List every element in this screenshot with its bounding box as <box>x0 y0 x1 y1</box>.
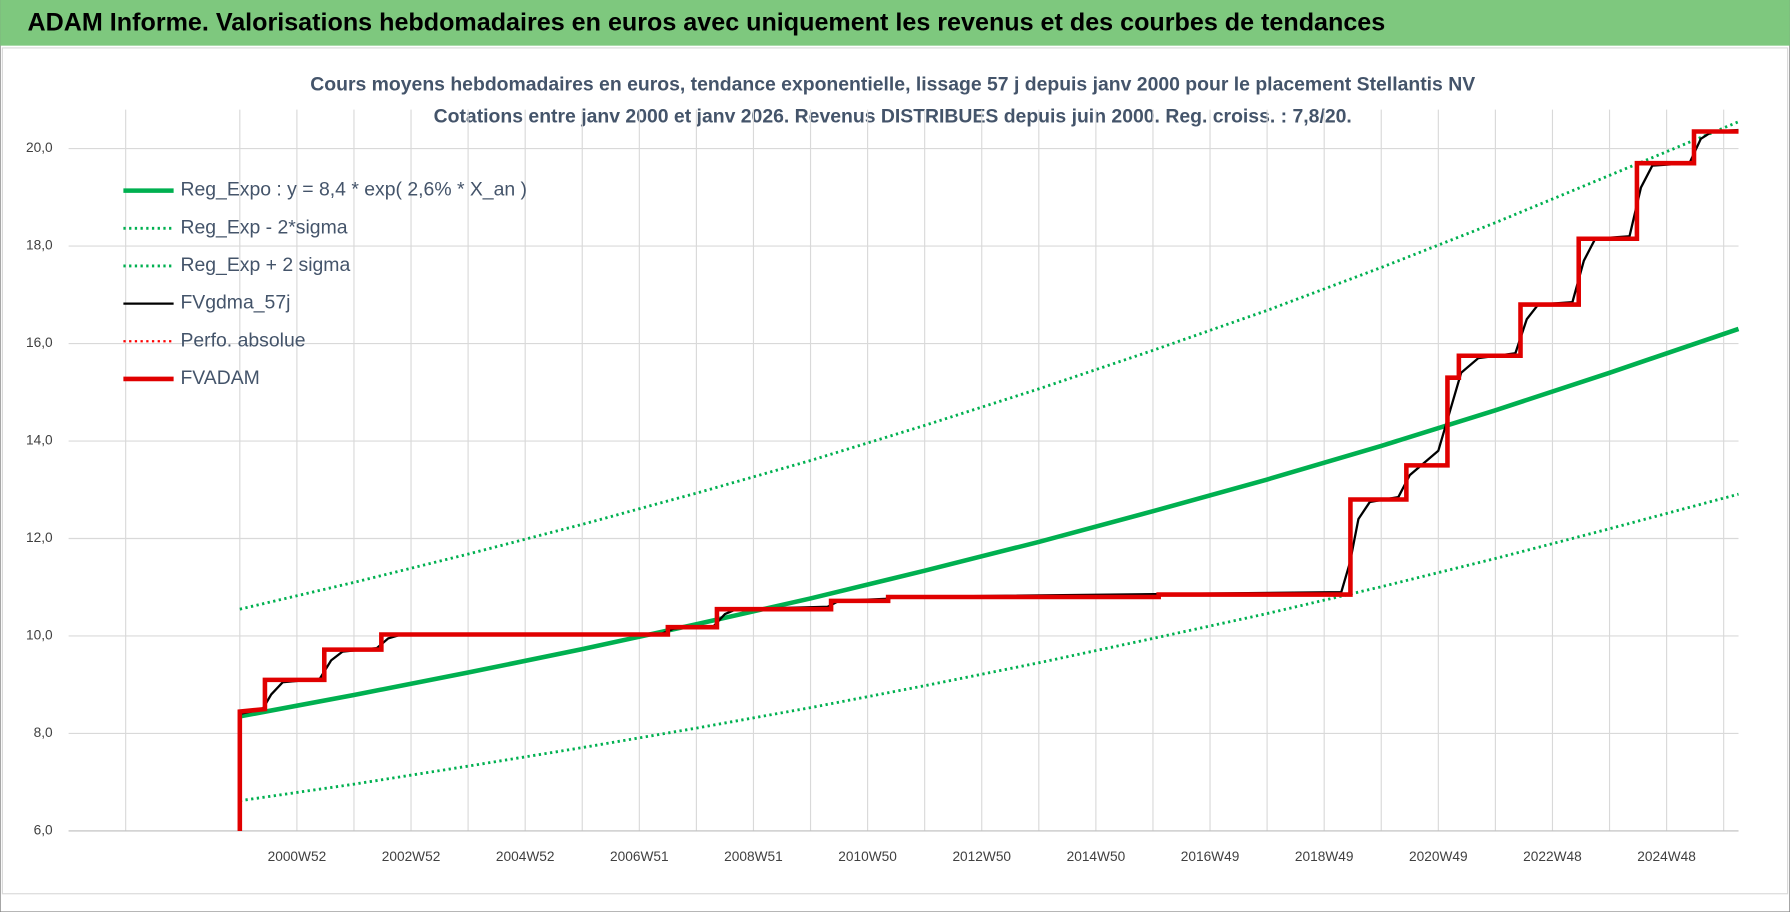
y-tick-label: 14,0 <box>26 433 53 448</box>
x-tick-label: 2020W49 <box>1409 849 1468 864</box>
legend-label: Reg_Expo : y = 8,4 * exp( 2,6% * X_an ) <box>180 179 527 201</box>
x-tick-label: 2008W51 <box>724 849 783 864</box>
legend-label: FVgdma_57j <box>180 292 290 314</box>
x-tick-label: 2010W50 <box>838 849 897 864</box>
x-tick-label: 2006W51 <box>610 849 669 864</box>
legend-label: FVADAM <box>180 367 259 389</box>
x-tick-label: 2024W48 <box>1637 849 1696 864</box>
y-tick-label: 6,0 <box>34 823 53 838</box>
chart-title: Cours moyens hebdomadaires en euros, ten… <box>310 74 1475 96</box>
chart-subtitle: Cotations entre janv 2000 et janv 2026. … <box>434 106 1352 128</box>
series-line <box>239 326 1740 719</box>
x-tick-label: 2014W50 <box>1067 849 1126 864</box>
chart-border <box>1 47 1789 895</box>
x-tick-label: 2012W50 <box>952 849 1011 864</box>
legend-label: Reg_Exp - 2*sigma <box>180 216 347 238</box>
x-tick-label: 2016W49 <box>1181 849 1240 864</box>
x-tick-label: 2004W52 <box>496 849 555 864</box>
x-tick-label: 2018W49 <box>1295 849 1354 864</box>
y-tick-label: 18,0 <box>26 238 53 253</box>
legend-label: Reg_Exp + 2 sigma <box>180 254 350 276</box>
header-bar <box>0 0 1790 46</box>
series-line <box>237 129 1739 831</box>
x-tick-label: 2000W52 <box>268 849 327 864</box>
y-tick-label: 20,0 <box>26 140 53 155</box>
y-tick-label: 8,0 <box>34 725 53 740</box>
x-tick-label: 2022W48 <box>1523 849 1582 864</box>
x-tick-label: 2002W52 <box>382 849 441 864</box>
y-tick-label: 10,0 <box>26 628 53 643</box>
y-tick-label: 12,0 <box>26 530 53 545</box>
header-title: ADAM Informe. Valorisations hebdomadaire… <box>28 9 1386 37</box>
legend-label: Perfo. absolue <box>180 329 305 351</box>
y-tick-label: 16,0 <box>26 335 53 350</box>
